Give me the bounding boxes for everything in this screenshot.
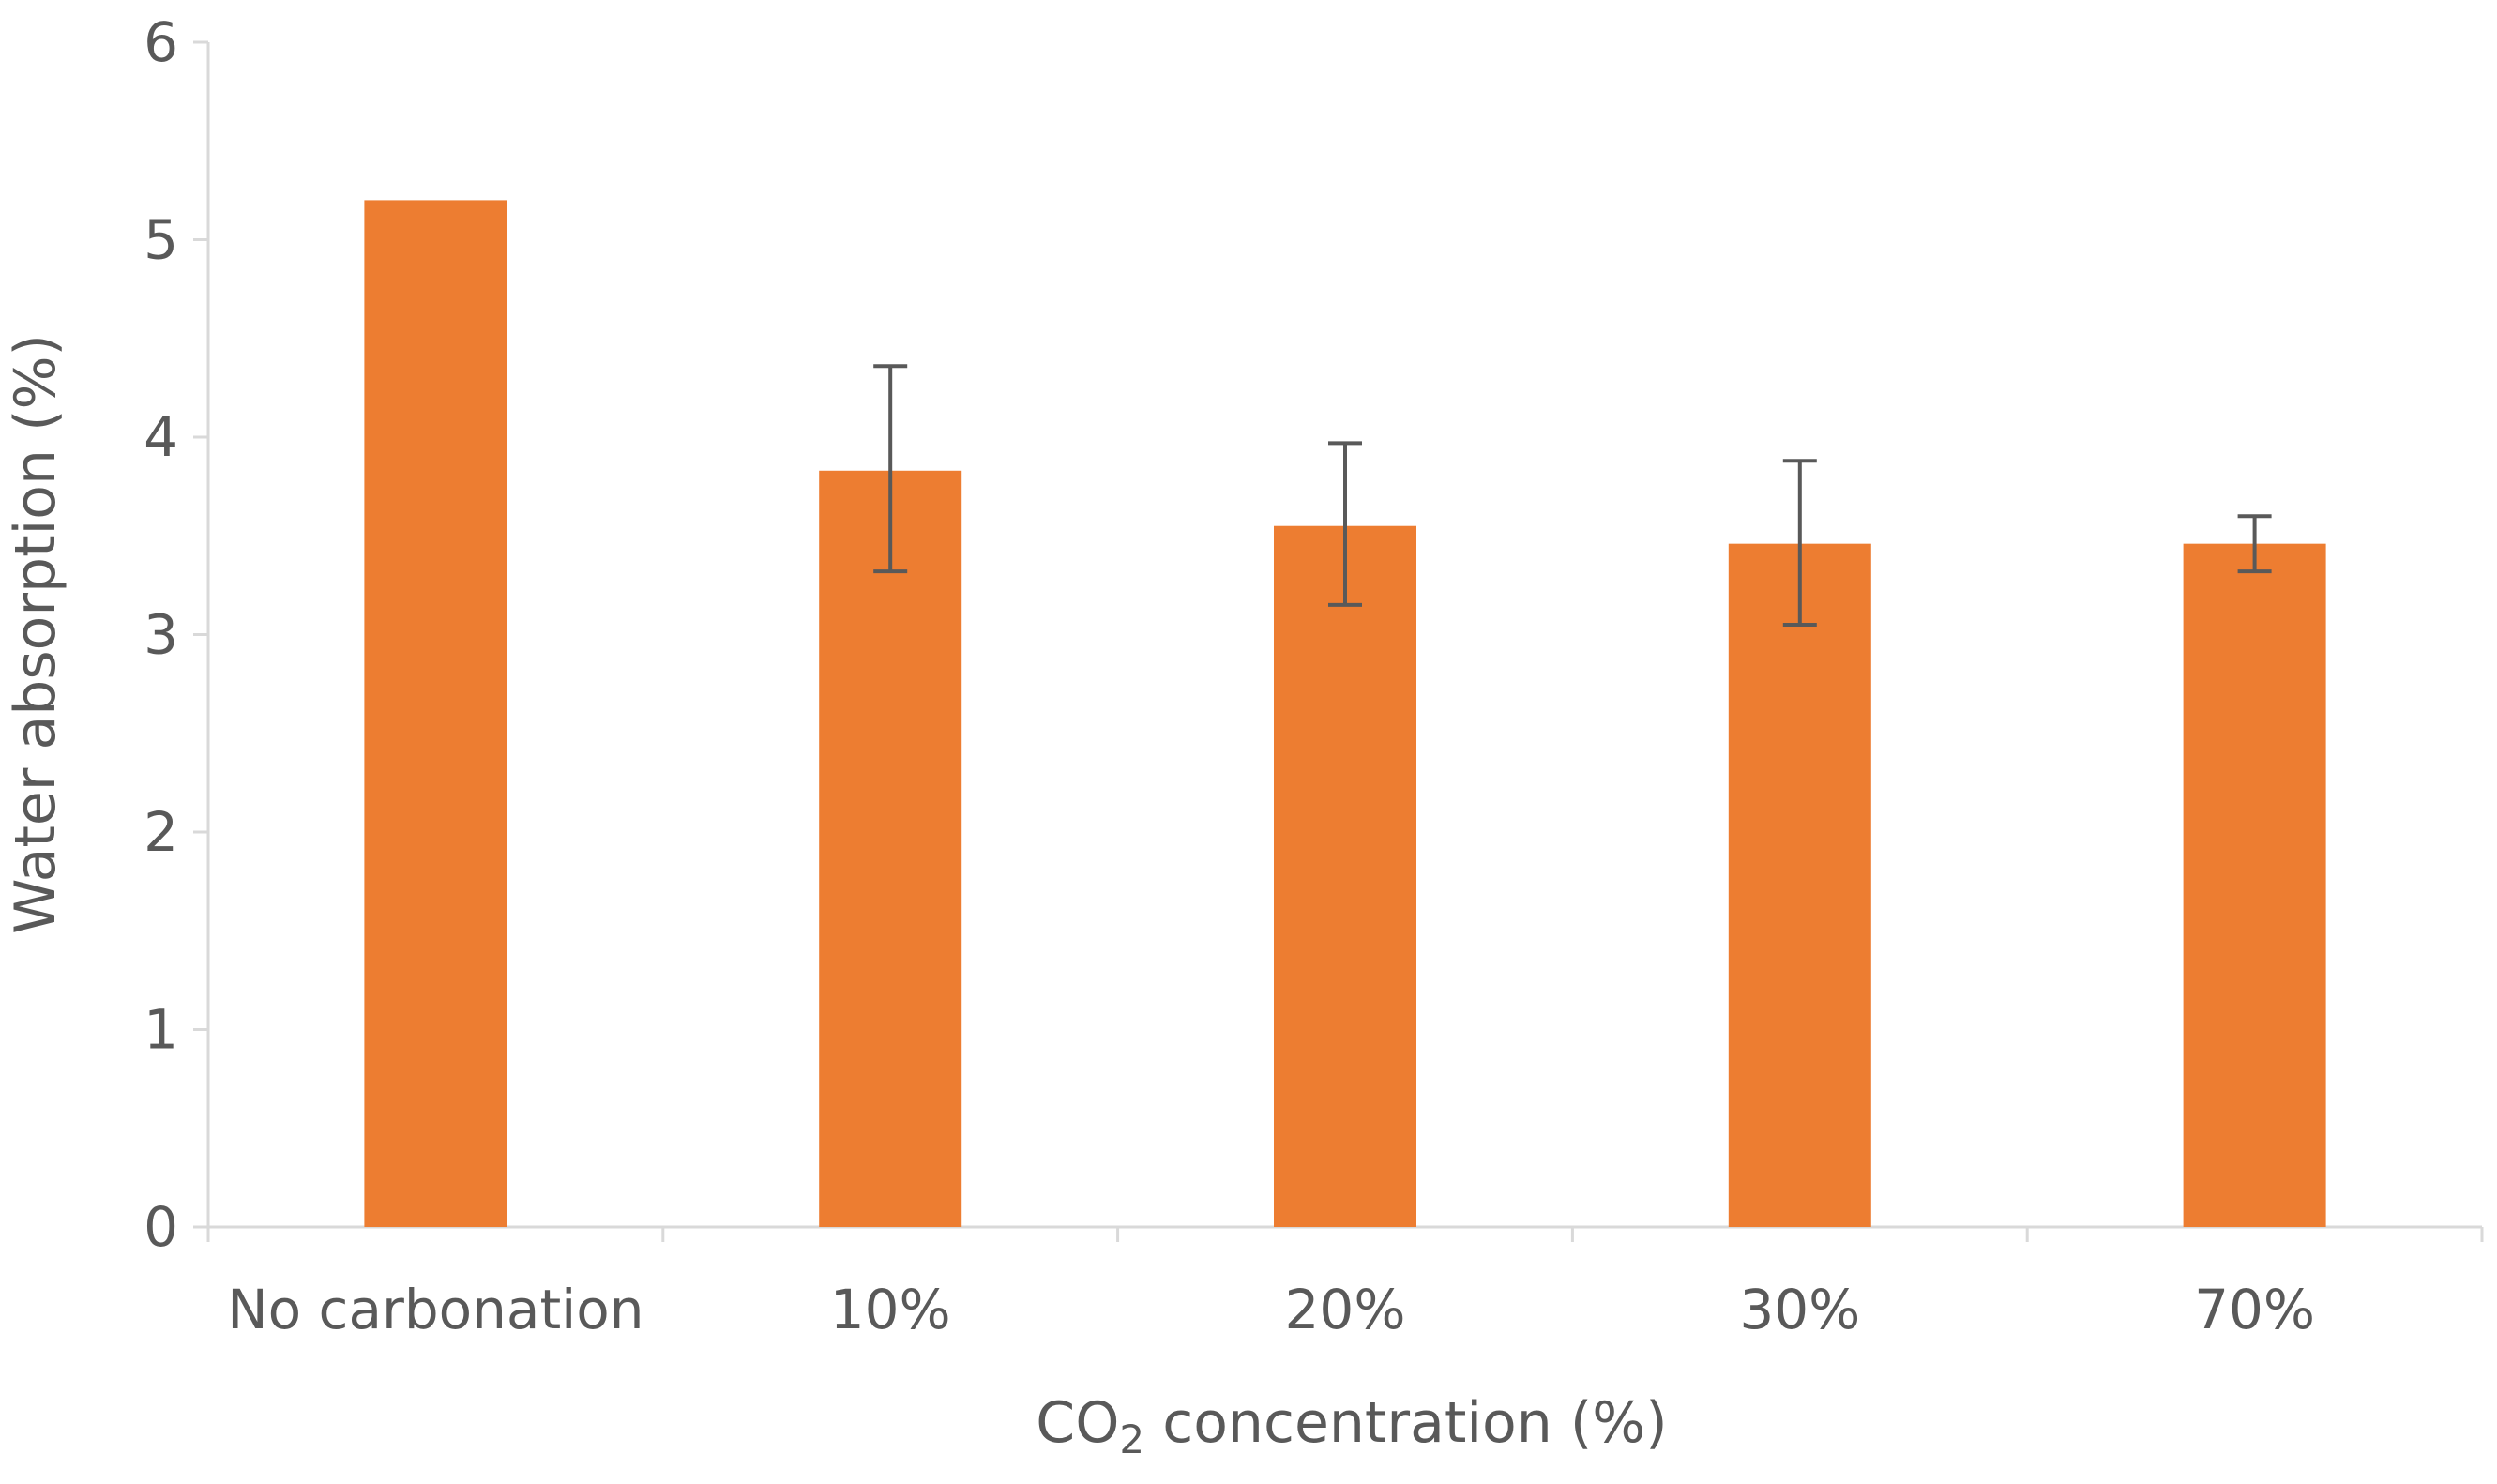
- bar: [819, 470, 962, 1227]
- y-tick-label: 4: [144, 405, 178, 469]
- x-tick-label: No carbonation: [227, 1278, 643, 1341]
- bars: [364, 200, 2326, 1227]
- error-bars: [873, 364, 2272, 627]
- y-tick-label: 6: [144, 10, 178, 74]
- y-tick-label: 2: [144, 800, 178, 864]
- y-tick-label: 0: [144, 1195, 178, 1259]
- x-tick-label: 70%: [2194, 1278, 2315, 1341]
- bar: [2183, 543, 2326, 1227]
- x-tick-label: 10%: [830, 1278, 951, 1341]
- x-axis-title: CO2 concentration (%): [1036, 1390, 1667, 1462]
- y-axis-title: Water absorption (%): [3, 334, 68, 934]
- bar: [1728, 543, 1871, 1227]
- y-axis: 0 1 2 3 4 5 6: [144, 10, 210, 1259]
- y-tick-label: 5: [144, 208, 178, 272]
- x-axis-title-suffix: concentration (%): [1144, 1390, 1668, 1456]
- bar: [364, 200, 507, 1227]
- x-axis: No carbonation 10% 20% 30% 70%: [206, 1225, 2484, 1341]
- bar: [1274, 525, 1416, 1227]
- x-tick-label: 30%: [1739, 1278, 1860, 1341]
- y-tick-label: 3: [144, 603, 178, 667]
- x-axis-title-subscript: 2: [1119, 1416, 1144, 1462]
- x-tick-label: 20%: [1285, 1278, 1406, 1341]
- x-axis-title-prefix: CO: [1036, 1390, 1119, 1456]
- y-tick-label: 1: [144, 998, 178, 1062]
